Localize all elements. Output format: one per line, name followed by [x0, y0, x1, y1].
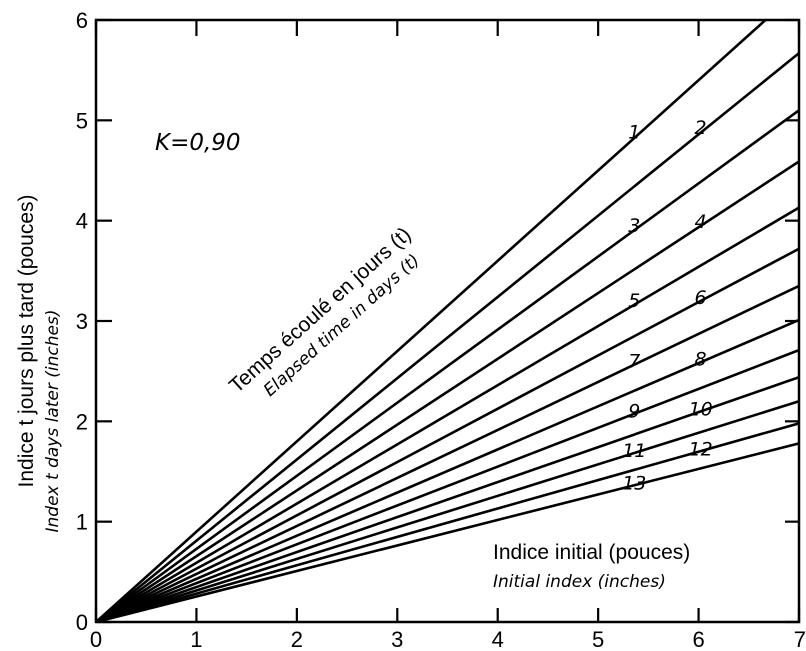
curve-label-1: 1 [628, 122, 640, 144]
curve-label-10: 10 [689, 398, 713, 420]
curve-2 [96, 52, 799, 622]
curve-label-13: 13 [622, 473, 646, 495]
x-tick-label-1: 1 [190, 627, 202, 651]
y-tick-label-6: 6 [76, 8, 88, 33]
x-tick-label-0: 0 [90, 627, 102, 651]
x-axis-title-en: Initial index (inches) [493, 572, 666, 592]
y-tick-label-3: 3 [76, 309, 88, 334]
curve-label-6: 6 [695, 287, 707, 309]
x-tick-label-2: 2 [291, 627, 303, 651]
curve-label-8: 8 [695, 349, 707, 371]
curve-12 [96, 422, 799, 622]
x-axis-title: Indice initial (pouces) [493, 541, 690, 564]
curve-label-11: 11 [622, 440, 646, 462]
y-tick-label-0: 0 [76, 610, 88, 635]
curve-label-4: 4 [695, 211, 707, 233]
curve-4 [96, 160, 799, 622]
curve-7 [96, 284, 799, 622]
curve-9 [96, 348, 799, 622]
y-tick-label-4: 4 [76, 209, 88, 234]
x-tick-label-7: 7 [794, 627, 806, 651]
curve-1 [96, 20, 768, 622]
y-tick-label-5: 5 [76, 108, 88, 133]
curve-label-5: 5 [628, 290, 640, 312]
ticks [94, 18, 801, 624]
curve-label-7: 7 [628, 351, 640, 373]
curve-8 [96, 318, 799, 622]
curve-family-label: Temps écoulé en jours (t) [225, 223, 416, 398]
y-tick-label-2: 2 [76, 409, 88, 434]
x-tick-label-6: 6 [692, 627, 704, 651]
x-tick-label-4: 4 [492, 627, 504, 651]
x-tick-label-3: 3 [391, 627, 403, 651]
curve-10 [96, 375, 799, 622]
curve-6 [96, 247, 799, 622]
curves [96, 20, 799, 622]
y-axis-title: Indice t jours plus tard (pouces) [15, 195, 38, 488]
curve-label-9: 9 [628, 400, 640, 422]
y-tick-label-1: 1 [76, 510, 88, 535]
curve-11 [96, 400, 799, 622]
curve-13 [96, 442, 799, 622]
curve-label-3: 3 [628, 215, 640, 237]
x-tick-label-5: 5 [592, 627, 604, 651]
curve-3 [96, 109, 799, 622]
parameter-label: K=0,90 [155, 130, 241, 156]
curve-label-2: 2 [695, 117, 707, 139]
y-axis-title-en: Index t days later (inches) [43, 310, 63, 533]
curve-label-12: 12 [689, 438, 713, 460]
curve-5 [96, 206, 799, 622]
